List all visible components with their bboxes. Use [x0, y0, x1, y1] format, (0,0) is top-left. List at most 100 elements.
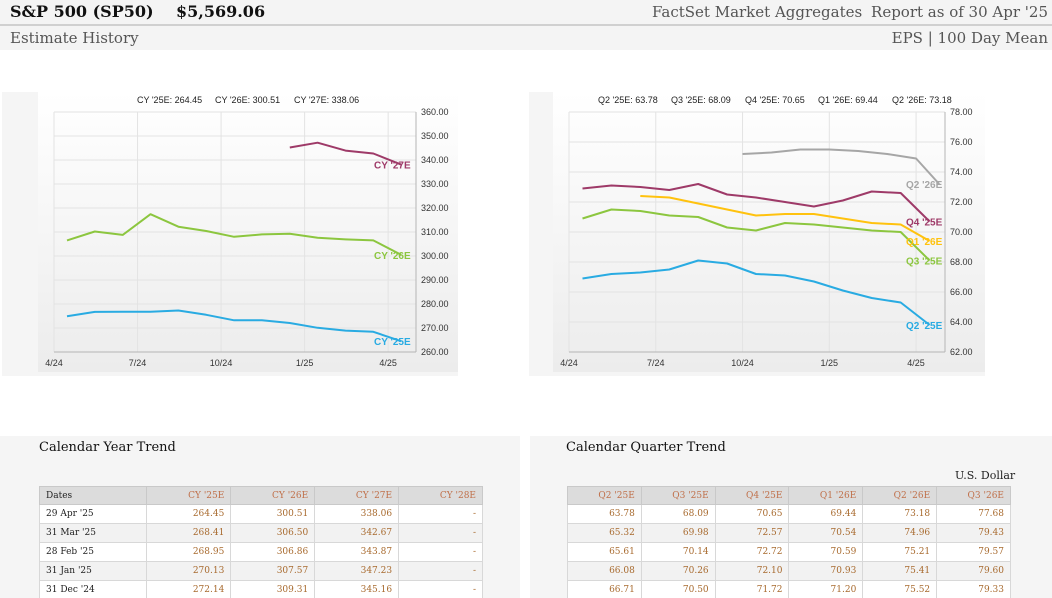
- page-subtitle: Estimate History: [10, 29, 139, 47]
- date-cell: 31 Mar '25: [38, 523, 148, 543]
- legend-entry: CY '27E: 338.06: [294, 95, 359, 105]
- value-cell: 75.21: [862, 542, 938, 562]
- value-cell: 77.68: [936, 504, 1011, 524]
- report-date: Report as of 30 Apr '25: [871, 3, 1048, 21]
- table-row: 66.08 70.26 72.10 70.93 75.41 79.60: [567, 561, 1011, 581]
- value-cell: -: [398, 542, 483, 562]
- y-tick-label: 70.00: [950, 227, 973, 237]
- value-cell: -: [398, 580, 483, 598]
- y-tick-label: 300.00: [421, 251, 449, 261]
- value-cell: 306.86: [230, 542, 316, 562]
- series-line: [742, 148, 940, 185]
- table-row: 65.32 69.98 72.57 70.54 74.96 79.43: [567, 523, 1011, 543]
- calendar-year-title: Calendar Year Trend: [39, 440, 176, 455]
- calendar-year-table: Dates CY '25E CY '26E CY '27E CY '28E 29 Apr…: [38, 486, 483, 598]
- value-cell: 63.78: [567, 504, 642, 524]
- series-line: [582, 208, 931, 262]
- calendar-quarter-title: Calendar Quarter Trend: [566, 440, 726, 455]
- table-row: 66.71 70.50 71.72 71.20 75.52 79.33: [567, 580, 1011, 598]
- cq-column-header: Q2 '26E: [862, 486, 938, 505]
- x-tick-label: 1/25: [296, 358, 314, 368]
- subheader-bar: Estimate History EPS | 100 Day Mean: [0, 26, 1052, 50]
- x-tick-label: 4/25: [907, 358, 925, 368]
- table-row: 31 Mar '25 268.41 306.50 342.67-: [38, 523, 483, 543]
- quarterly-eps-chart-svg: 62.00 64.00 66.00 68.00 70.00 72.00 74.00 76.00…: [553, 92, 985, 372]
- date-cell: 31 Jan '25: [38, 561, 148, 581]
- value-cell: 79.33: [936, 580, 1011, 598]
- table-row: 29 Apr '25 264.45 300.51 338.06-: [38, 504, 483, 524]
- cy-column-header: CY '26E: [230, 486, 316, 505]
- value-cell: 79.43: [936, 523, 1011, 543]
- series-line: [582, 259, 931, 326]
- value-cell: 309.31: [230, 580, 316, 598]
- value-cell: 71.72: [714, 580, 790, 598]
- x-tick-label: 4/24: [560, 358, 578, 368]
- table-row: 63.78 68.09 70.65 69.44 73.18 77.68: [567, 504, 1011, 524]
- legend-entry: Q4 '25E: 70.65: [745, 95, 805, 105]
- x-tick-label: 4/24: [45, 358, 63, 368]
- value-cell: 300.51: [230, 504, 316, 524]
- value-cell: 70.54: [788, 523, 864, 543]
- value-cell: 270.13: [146, 561, 232, 581]
- value-cell: 72.72: [714, 542, 790, 562]
- value-cell: -: [398, 523, 483, 543]
- cy-column-header: CY '27E: [314, 486, 400, 505]
- date-cell: 31 Dec '24: [38, 580, 148, 598]
- x-tick-label: 4/25: [379, 358, 397, 368]
- table-row: 31 Jan '25 270.13 307.57 347.23-: [38, 561, 483, 581]
- series-label: Q4 '25E: [906, 218, 943, 229]
- annual-eps-chart-svg: 260.00 270.00 280.00 290.00 300.00 310.00 320.…: [38, 92, 458, 372]
- series-label: Q2 '26E: [906, 180, 943, 191]
- y-tick-label: 360.00: [421, 107, 449, 117]
- data-source: FactSet Market Aggregates: [652, 3, 863, 21]
- table-row: 28 Feb '25 268.95 306.86 343.87-: [38, 542, 483, 562]
- series-line: [289, 141, 402, 166]
- y-tick-label: 66.00: [950, 287, 973, 297]
- legend-entry: Q3 '25E: 68.09: [671, 95, 731, 105]
- index-price: $5,569.06: [176, 2, 266, 21]
- y-tick-label: 340.00: [421, 155, 449, 165]
- value-cell: 69.98: [640, 523, 716, 543]
- legend-entry: Q2 '25E: 63.78: [598, 95, 658, 105]
- legend-entry: CY '26E: 300.51: [215, 95, 280, 105]
- x-tick-label: 1/25: [821, 358, 839, 368]
- legend-entry: Q2 '26E: 73.18: [892, 95, 952, 105]
- y-tick-label: 290.00: [421, 275, 449, 285]
- y-tick-label: 260.00: [421, 347, 449, 357]
- value-cell: 347.23: [314, 561, 400, 581]
- cy-column-header: Dates: [38, 486, 148, 505]
- date-cell: 28 Feb '25: [38, 542, 148, 562]
- y-tick-label: 68.00: [950, 257, 973, 267]
- series-label: Q1 '26E: [906, 237, 943, 248]
- value-cell: 70.93: [788, 561, 864, 581]
- cq-column-header: Q2 '25E: [567, 486, 642, 505]
- value-cell: 79.60: [936, 561, 1011, 581]
- y-tick-label: 350.00: [421, 131, 449, 141]
- series-label: CY '26E: [374, 251, 411, 262]
- value-cell: 66.71: [567, 580, 642, 598]
- value-cell: 272.14: [146, 580, 232, 598]
- value-cell: 307.57: [230, 561, 316, 581]
- x-tick-label: 10/24: [731, 358, 754, 368]
- value-cell: 79.57: [936, 542, 1011, 562]
- value-cell: 268.41: [146, 523, 232, 543]
- quarterly-eps-chart: 62.00 64.00 66.00 68.00 70.00 72.00 74.00 76.00…: [529, 92, 985, 376]
- y-tick-label: 62.00: [950, 347, 973, 357]
- value-cell: 71.20: [788, 580, 864, 598]
- value-cell: 70.14: [640, 542, 716, 562]
- legend-entry: CY '25E: 264.45: [137, 95, 202, 105]
- value-cell: 343.87: [314, 542, 400, 562]
- table-row: 65.61 70.14 72.72 70.59 75.21 79.57: [567, 542, 1011, 562]
- legend-entry: Q1 '26E: 69.44: [818, 95, 878, 105]
- value-cell: 70.50: [640, 580, 716, 598]
- value-cell: 342.67: [314, 523, 400, 543]
- y-tick-label: 76.00: [950, 137, 973, 147]
- table-row: 31 Dec '24 272.14 309.31 345.16-: [38, 580, 483, 598]
- series-label: Q2 '25E: [906, 321, 943, 332]
- series-line: [640, 195, 931, 242]
- value-cell: 69.44: [788, 504, 864, 524]
- series-line: [66, 213, 402, 256]
- y-tick-label: 64.00: [950, 317, 973, 327]
- x-tick-label: 7/24: [129, 358, 147, 368]
- value-cell: 345.16: [314, 580, 400, 598]
